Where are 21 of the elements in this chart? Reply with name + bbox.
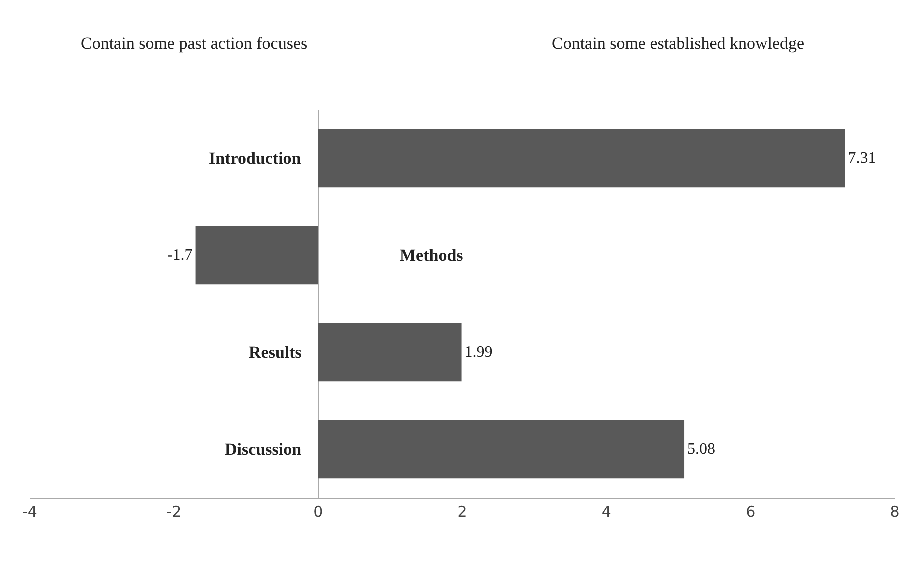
x-tick-label: 6 <box>746 503 756 521</box>
data-label: 7.31 <box>848 150 876 167</box>
x-tick-label: -4 <box>22 503 38 521</box>
bar <box>318 323 462 382</box>
x-tick-label: 2 <box>458 503 468 521</box>
bar <box>196 226 318 285</box>
y-tick-label: Discussion <box>225 440 302 459</box>
x-tick-label: -2 <box>166 503 182 521</box>
data-label: -1.7 <box>167 247 193 264</box>
y-tick-label: Results <box>249 343 302 362</box>
data-label: 1.99 <box>464 344 493 361</box>
bar <box>318 129 846 188</box>
text: Contain some past action focuses <box>81 34 308 53</box>
text: Contain some established knowledge <box>552 34 805 53</box>
y-tick-label: Introduction <box>209 149 302 168</box>
data-label: 5.08 <box>688 441 716 458</box>
bar <box>318 420 685 479</box>
x-tick-label: 8 <box>890 503 900 521</box>
x-tick-label: 4 <box>602 503 612 521</box>
x-tick-label: 0 <box>314 503 324 521</box>
y-tick-label: Methods <box>400 246 464 265</box>
